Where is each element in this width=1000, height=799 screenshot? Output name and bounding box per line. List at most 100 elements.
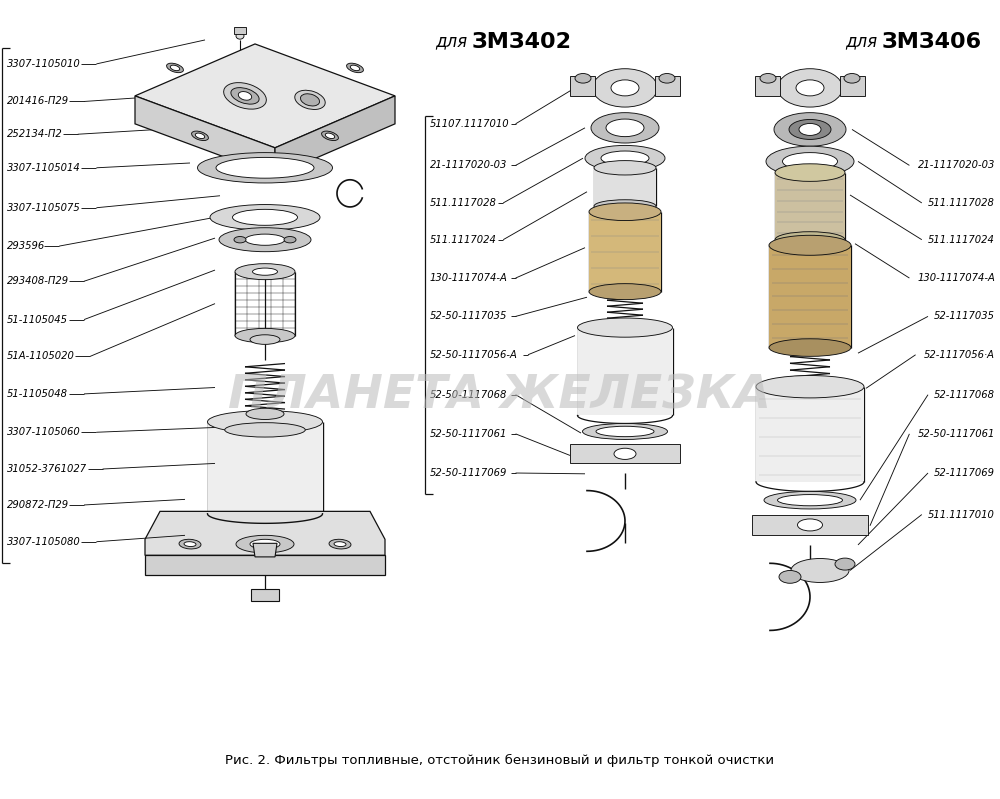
Text: 511.1117024: 511.1117024 <box>928 235 995 244</box>
Ellipse shape <box>234 237 246 243</box>
Ellipse shape <box>796 80 824 96</box>
Ellipse shape <box>170 66 180 70</box>
Ellipse shape <box>596 427 654 436</box>
Text: 3307-1105060: 3307-1105060 <box>7 427 81 437</box>
Ellipse shape <box>769 236 851 255</box>
Bar <box>655 76 680 96</box>
Bar <box>570 76 595 96</box>
Bar <box>578 328 672 415</box>
Text: 52-50-1117069: 52-50-1117069 <box>430 468 507 478</box>
Text: 52-50-1117061: 52-50-1117061 <box>918 429 995 439</box>
Bar <box>840 76 865 96</box>
Bar <box>208 422 322 514</box>
Ellipse shape <box>835 558 855 570</box>
Ellipse shape <box>235 328 295 343</box>
Bar <box>752 515 868 535</box>
Text: 511.1117028: 511.1117028 <box>430 198 497 208</box>
Ellipse shape <box>775 232 845 248</box>
Bar <box>234 27 246 34</box>
Ellipse shape <box>764 491 856 509</box>
Ellipse shape <box>592 69 658 107</box>
Ellipse shape <box>601 151 649 165</box>
Text: Рис. 2. Фильтры топливные, отстойник бензиновый и фильтр тонкой очистки: Рис. 2. Фильтры топливные, отстойник бен… <box>225 754 775 767</box>
Text: 511.1117024: 511.1117024 <box>430 235 497 244</box>
Ellipse shape <box>208 411 322 433</box>
Ellipse shape <box>245 234 285 245</box>
Text: 52-50-1117068: 52-50-1117068 <box>430 390 507 400</box>
Ellipse shape <box>575 74 591 83</box>
Text: 3307-1105010: 3307-1105010 <box>7 59 81 69</box>
Ellipse shape <box>774 113 846 146</box>
Ellipse shape <box>325 133 335 138</box>
Ellipse shape <box>250 539 280 549</box>
Ellipse shape <box>779 570 801 583</box>
Ellipse shape <box>798 519 822 531</box>
Ellipse shape <box>284 237 296 243</box>
Bar <box>570 444 680 463</box>
Text: 293596: 293596 <box>7 241 45 251</box>
Ellipse shape <box>799 123 821 135</box>
Ellipse shape <box>192 131 208 141</box>
Polygon shape <box>251 590 279 602</box>
Ellipse shape <box>594 200 656 213</box>
Ellipse shape <box>195 133 205 138</box>
Text: 52-1117035: 52-1117035 <box>934 312 995 321</box>
Ellipse shape <box>329 539 351 549</box>
Text: 51107.1117010: 51107.1117010 <box>430 119 510 129</box>
Ellipse shape <box>347 63 363 73</box>
Ellipse shape <box>791 559 849 582</box>
Bar <box>755 76 780 96</box>
Ellipse shape <box>334 542 346 547</box>
Text: 31052-3761027: 31052-3761027 <box>7 464 87 474</box>
Text: 511.1117010: 511.1117010 <box>928 510 995 519</box>
Text: 3307-1105014: 3307-1105014 <box>7 163 81 173</box>
Text: 51-1105048: 51-1105048 <box>7 389 68 399</box>
Text: 201416-П29: 201416-П29 <box>7 97 69 106</box>
Ellipse shape <box>589 284 661 300</box>
Polygon shape <box>135 44 395 148</box>
Ellipse shape <box>766 146 854 177</box>
Polygon shape <box>135 96 275 176</box>
Polygon shape <box>145 511 385 555</box>
Ellipse shape <box>844 74 860 83</box>
Ellipse shape <box>167 63 183 73</box>
Text: 21-1117020-03: 21-1117020-03 <box>430 161 507 170</box>
Ellipse shape <box>578 318 672 337</box>
Polygon shape <box>145 555 385 575</box>
Ellipse shape <box>231 88 259 104</box>
Ellipse shape <box>611 80 639 96</box>
Text: 52-50-1117061: 52-50-1117061 <box>430 429 507 439</box>
Text: для: для <box>435 33 467 50</box>
Ellipse shape <box>582 423 668 439</box>
Text: 52-50-1117035: 52-50-1117035 <box>430 312 507 321</box>
Text: 51-1105045: 51-1105045 <box>7 315 68 324</box>
Text: ЗМЗ402: ЗМЗ402 <box>472 31 572 52</box>
Text: 252134-П2: 252134-П2 <box>7 129 63 139</box>
Ellipse shape <box>252 268 278 275</box>
Ellipse shape <box>235 264 295 280</box>
Ellipse shape <box>295 90 325 109</box>
Polygon shape <box>253 543 277 557</box>
Text: для: для <box>845 33 877 50</box>
Ellipse shape <box>210 205 320 230</box>
Text: 130-1117074-А: 130-1117074-А <box>430 273 508 283</box>
Ellipse shape <box>585 145 665 171</box>
Ellipse shape <box>591 113 659 143</box>
Bar <box>769 245 851 348</box>
Bar <box>756 387 864 482</box>
Ellipse shape <box>614 448 636 459</box>
Ellipse shape <box>606 119 644 137</box>
Ellipse shape <box>219 228 311 252</box>
Ellipse shape <box>659 74 675 83</box>
Ellipse shape <box>756 376 864 398</box>
Bar <box>775 173 845 240</box>
Ellipse shape <box>769 339 851 356</box>
Text: ПЛАНЕТА ЖЕЛЕЗКА: ПЛАНЕТА ЖЕЛЕЗКА <box>228 373 772 418</box>
Text: 21-1117020-03: 21-1117020-03 <box>918 161 995 170</box>
Ellipse shape <box>179 539 201 549</box>
Ellipse shape <box>246 408 284 419</box>
Text: 52-1117068: 52-1117068 <box>934 390 995 400</box>
Bar <box>594 168 656 206</box>
Bar <box>589 212 661 292</box>
Ellipse shape <box>778 495 842 506</box>
